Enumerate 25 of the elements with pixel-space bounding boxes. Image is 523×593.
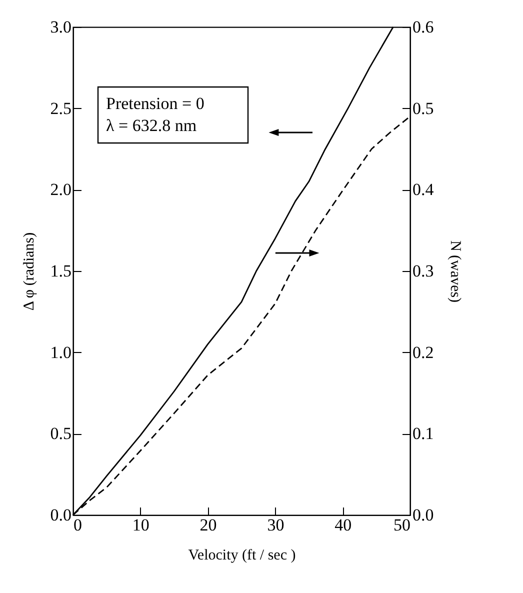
y-tick-label: 0.5 (50, 424, 72, 444)
x-axis-title: Velocity (ft / sec ) (188, 548, 296, 564)
y2-tick-label: 0.1 (412, 424, 434, 444)
x-tick-label: 40 (334, 516, 352, 534)
y2-tick-label: 0.0 (412, 506, 434, 524)
y2-tick-label: 0.2 (412, 342, 434, 362)
y2-tick-label: 0.3 (412, 262, 434, 280)
x-tick-label: 10 (132, 516, 150, 534)
y-tick-label: 3.0 (50, 18, 72, 36)
y2-tick-label: 0.4 (412, 180, 434, 200)
x-tick-label: 20 (200, 516, 217, 534)
x-tick-label: 30 (267, 516, 284, 534)
y2-axis-title: N (waves) (446, 240, 463, 303)
y-tick-label: 0.0 (50, 506, 72, 524)
y-axis-title: Δ φ (radians) (21, 232, 38, 311)
x-tick-label: 0 (74, 516, 82, 534)
y2-tick-label: 0.5 (412, 98, 434, 118)
y2-tick-label: 0.6 (412, 18, 434, 36)
y-tick-label: 1.0 (50, 342, 72, 362)
annotation: λ = 632.8 nm (106, 116, 197, 135)
y-tick-label: 1.5 (50, 262, 72, 280)
x-tick-label: 50 (394, 516, 410, 534)
annotation: Pretension = 0 (106, 94, 204, 113)
y-tick-label: 2.5 (50, 98, 72, 118)
y-tick-label: 2.0 (50, 180, 72, 200)
